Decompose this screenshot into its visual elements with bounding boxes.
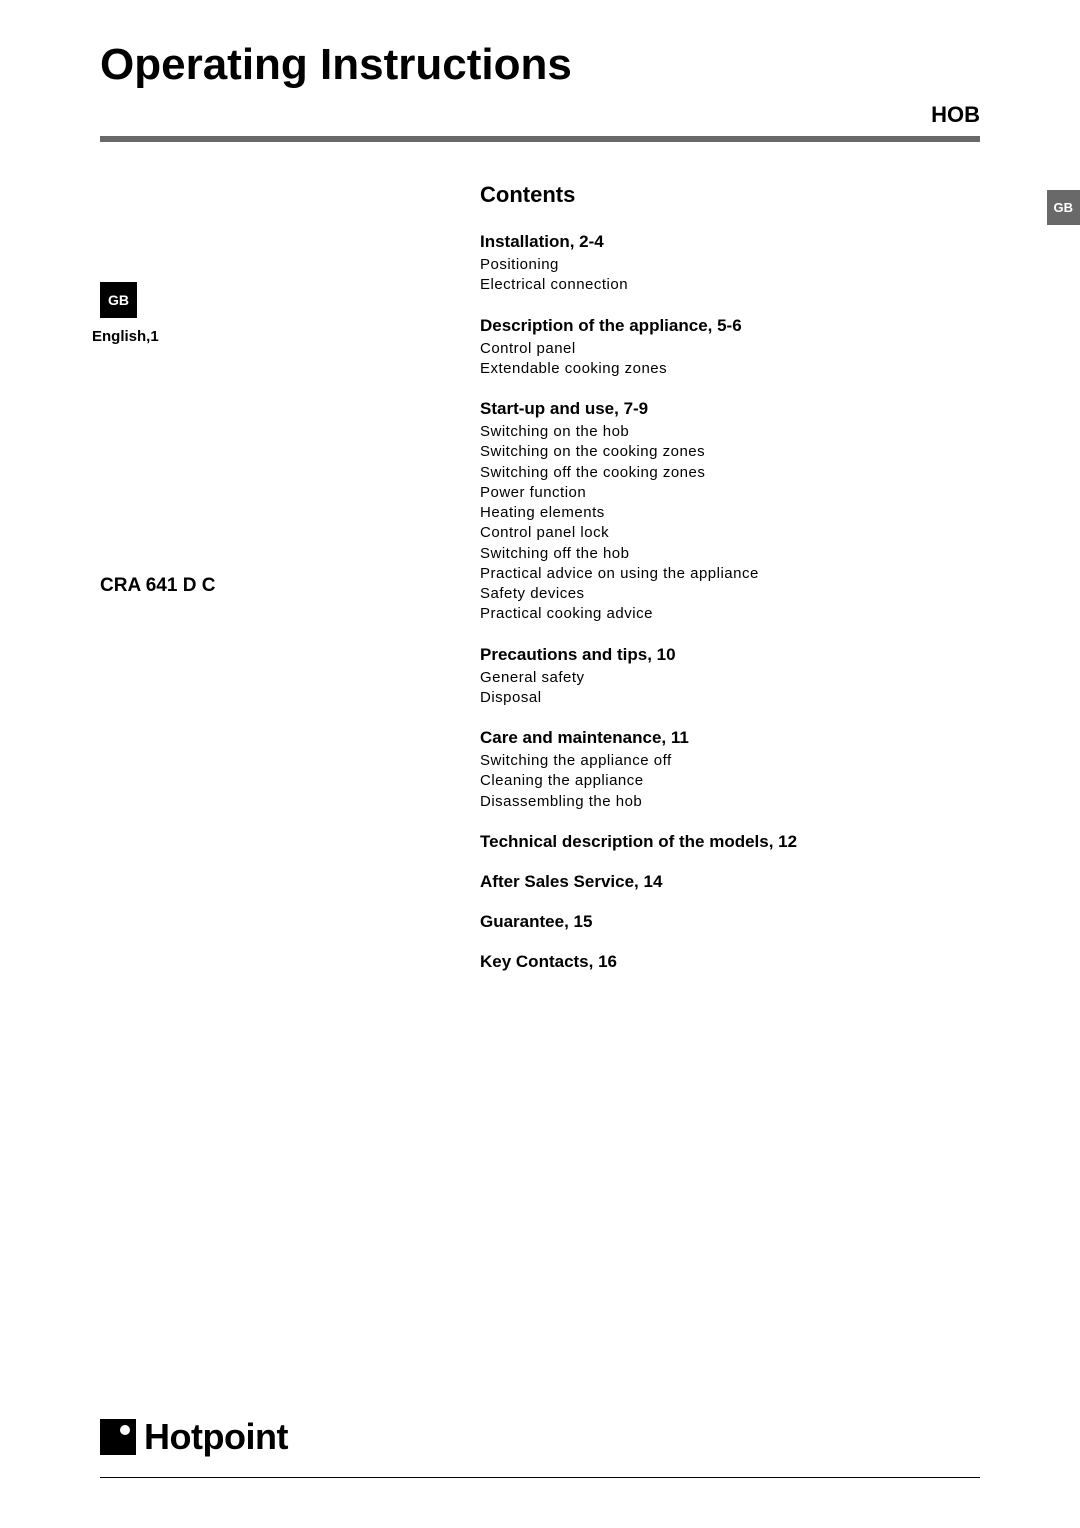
divider	[100, 136, 980, 142]
contents-section: Start-up and use, 7-9 Switching on the ho…	[480, 399, 980, 625]
section-item: General safety	[480, 668, 980, 688]
section-item: Switching on the cooking zones	[480, 442, 980, 462]
gb-side-tab: GB	[1047, 190, 1080, 225]
contents-section: Care and maintenance, 11 Switching the ap…	[480, 728, 980, 812]
section-item: Positioning	[480, 255, 980, 275]
contents-section: Installation, 2-4 PositioningElectrical c…	[480, 232, 980, 296]
brand-icon	[100, 1419, 136, 1455]
subtitle: HOB	[931, 102, 980, 127]
section-item: Switching off the cooking zones	[480, 463, 980, 483]
main-title: Operating Instructions	[100, 40, 980, 90]
gb-badge: GB	[100, 282, 137, 318]
section-item: Disassembling the hob	[480, 792, 980, 812]
contents-section: Key Contacts, 16	[480, 952, 980, 972]
section-item: Switching off the hob	[480, 544, 980, 564]
section-item: Control panel lock	[480, 523, 980, 543]
bottom-line	[100, 1477, 980, 1478]
section-title: Guarantee, 15	[480, 912, 980, 932]
section-title: Precautions and tips, 10	[480, 645, 980, 665]
right-column: Contents Installation, 2-4 PositioningEle…	[480, 182, 980, 992]
section-title: Key Contacts, 16	[480, 952, 980, 972]
section-item: Switching the appliance off	[480, 751, 980, 771]
section-item: Cleaning the appliance	[480, 771, 980, 791]
subtitle-row: HOB	[100, 102, 980, 128]
contents-section: Precautions and tips, 10 General safetyDi…	[480, 645, 980, 709]
section-title: Description of the appliance, 5-6	[480, 316, 980, 336]
contents-heading: Contents	[480, 182, 980, 208]
section-title: Care and maintenance, 11	[480, 728, 980, 748]
language-label: English,1	[92, 328, 440, 345]
section-item: Electrical connection	[480, 275, 980, 295]
model-number: CRA 641 D C	[100, 575, 440, 597]
contents-section: Description of the appliance, 5-6 Control…	[480, 316, 980, 380]
section-title: Installation, 2-4	[480, 232, 980, 252]
document-page: Operating Instructions HOB GB GB English…	[0, 0, 1080, 1528]
section-item: Extendable cooking zones	[480, 359, 980, 379]
sections-container: Installation, 2-4 PositioningElectrical c…	[480, 232, 980, 972]
section-item: Switching on the hob	[480, 422, 980, 442]
contents-section: After Sales Service, 14	[480, 872, 980, 892]
section-title: Technical description of the models, 12	[480, 832, 980, 852]
brand-footer: Hotpoint	[100, 1416, 288, 1458]
section-title: After Sales Service, 14	[480, 872, 980, 892]
left-column: GB English,1 CRA 641 D C	[100, 182, 440, 992]
brand-logo: Hotpoint	[100, 1416, 288, 1458]
section-title: Start-up and use, 7-9	[480, 399, 980, 419]
section-item: Heating elements	[480, 503, 980, 523]
section-item: Disposal	[480, 688, 980, 708]
contents-section: Technical description of the models, 12	[480, 832, 980, 852]
section-item: Practical cooking advice	[480, 604, 980, 624]
contents-section: Guarantee, 15	[480, 912, 980, 932]
section-item: Practical advice on using the appliance	[480, 564, 980, 584]
section-item: Safety devices	[480, 584, 980, 604]
section-item: Power function	[480, 483, 980, 503]
section-item: Control panel	[480, 339, 980, 359]
brand-name: Hotpoint	[144, 1416, 288, 1458]
content-area: GB English,1 CRA 641 D C Contents Instal…	[100, 182, 980, 992]
